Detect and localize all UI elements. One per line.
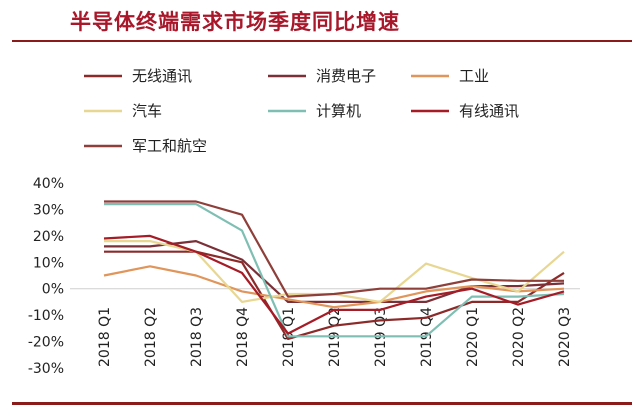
series-line-5: [103, 234, 565, 335]
legend-label-3: 汽车: [132, 102, 162, 120]
plot-area: [103, 200, 565, 340]
y-tick-label: 10%: [33, 255, 64, 271]
series-line-6: [104, 200, 564, 298]
y-tick-label: -20%: [28, 335, 64, 351]
y-tick-label: 30%: [33, 202, 64, 218]
chart-title: 半导体终端需求市场季度同比增速: [70, 10, 400, 34]
x-tick-label: 2020 Q2: [511, 307, 527, 367]
series-line-0: [104, 250, 565, 340]
x-tick-label: 2018 Q4: [235, 307, 251, 367]
x-tick-label: 2020 Q3: [557, 307, 573, 367]
legend-label-4: 计算机: [316, 102, 361, 120]
x-tick-label: 2020 Q1: [465, 307, 481, 367]
y-tick-label: -10%: [28, 308, 64, 324]
y-tick-label: 0%: [42, 282, 64, 298]
legend-label-0: 无线通讯: [132, 67, 192, 85]
y-tick-label: 20%: [33, 229, 64, 245]
title-underline: [12, 40, 632, 42]
x-tick-label: 2018 Q1: [97, 307, 113, 367]
legend-label-1: 消费电子: [316, 67, 376, 85]
x-tick-label: 2018 Q3: [189, 307, 205, 367]
series-line-2: [103, 265, 565, 309]
x-tick-label: 2018 Q2: [143, 307, 159, 367]
x-tick-label: 2019 Q4: [419, 307, 435, 367]
y-tick-label: -30%: [28, 361, 64, 377]
legend-label-6: 军工和航空: [132, 137, 207, 155]
series-line-1: [104, 240, 565, 303]
legend-label-2: 工业: [459, 67, 489, 85]
y-tick-label: 40%: [33, 176, 64, 192]
legend-label-5: 有线通讯: [459, 102, 519, 120]
bottom-rule: [12, 402, 632, 405]
series-line-4: [104, 203, 565, 338]
x-axis: 2018 Q1 2018 Q2 2018 Q3 2018 Q4 2019 Q1 2019 …: [97, 307, 573, 367]
